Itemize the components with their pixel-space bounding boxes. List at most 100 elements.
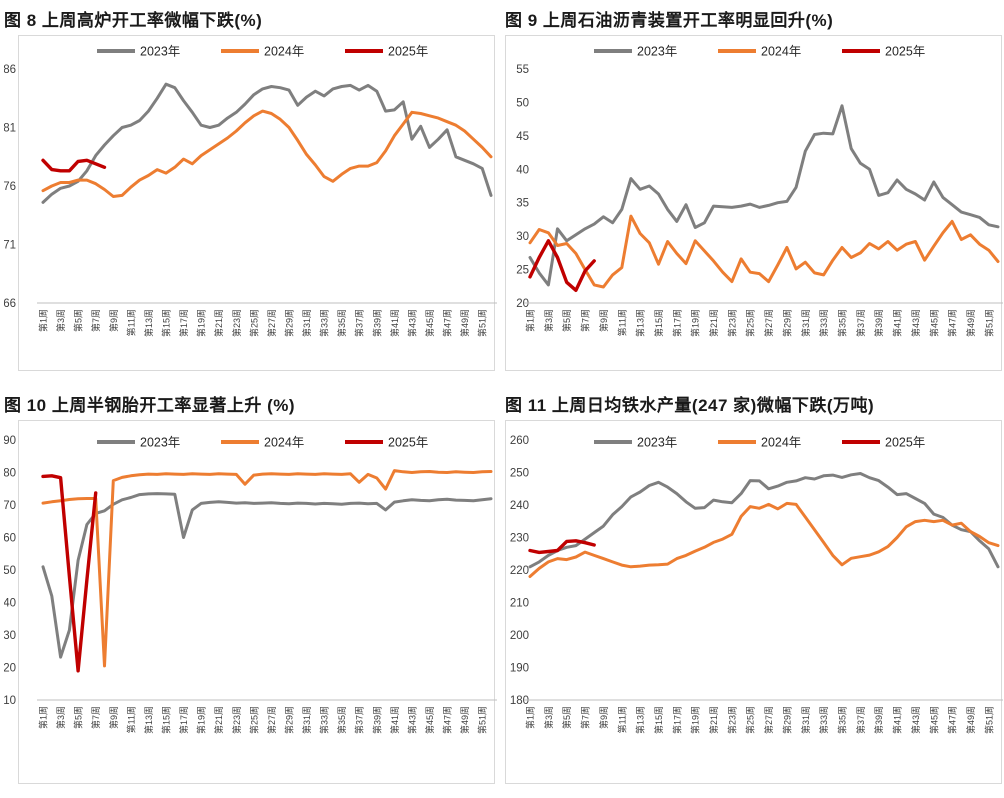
x-tick-label: 第45周: [424, 309, 435, 337]
x-tick-label: 第27周: [266, 309, 277, 337]
y-tick-label: 81: [4, 123, 16, 135]
series-line-2025年: [528, 539, 596, 555]
legend-label-2024年: 2024年: [264, 45, 304, 59]
x-tick-label: 第27周: [763, 706, 774, 734]
x-tick-label: 第11周: [616, 706, 627, 733]
x-tick-label: 第5周: [73, 706, 84, 729]
x-tick-label: 第5周: [561, 706, 572, 729]
legend-label-2023年: 2023年: [637, 436, 677, 450]
x-tick-label: 第7周: [90, 706, 101, 729]
x-tick-label: 第17周: [671, 706, 682, 734]
y-tick-label: 45: [516, 131, 529, 143]
x-tick-label: 第49周: [459, 309, 470, 337]
x-tick-label: 第11周: [616, 309, 627, 336]
x-tick-label: 第23周: [726, 309, 737, 337]
legend-label-2024年: 2024年: [761, 436, 801, 450]
x-tick-label: 第15周: [653, 706, 664, 734]
y-tick-label: 210: [510, 598, 529, 610]
x-tick-label: 第11周: [125, 309, 136, 336]
y-tick-label: 25: [516, 265, 529, 277]
x-tick-label: 第47周: [947, 706, 958, 734]
x-tick-label: 第17周: [178, 706, 189, 734]
series-line-2023年: [528, 104, 1000, 287]
panel-border: [18, 420, 495, 784]
legend-label-2024年: 2024年: [264, 436, 304, 450]
x-tick-label: 第23周: [231, 309, 242, 337]
x-tick-label: 第49周: [965, 706, 976, 734]
x-tick-label: 第31周: [800, 309, 811, 337]
figure-9-cell: 图 9 上周石油沥青装置开工率明显回升(%) 55 50 45 40 35 30 25 20 第…: [505, 4, 1004, 375]
x-tick-label: 第1周: [525, 706, 536, 729]
y-tick-label: 90: [4, 435, 16, 447]
x-tick-label: 第9周: [108, 309, 119, 332]
legend-label-2025年: 2025年: [388, 436, 428, 450]
y-tick-label: 40: [4, 598, 16, 610]
x-tick-label: 第25周: [248, 706, 259, 734]
y-tick-label: 230: [510, 533, 529, 545]
x-tick-label: 第33周: [818, 309, 829, 337]
x-tick-label: 第29周: [781, 706, 792, 734]
figure-8-chart: 86 81 76 71 66 第1周 第3周 第5周 第7周 第9周 第11周 第13周 第15周 第17…: [4, 35, 497, 371]
x-tick-label: 第49周: [965, 309, 976, 337]
x-tick-label: 第1周: [525, 309, 536, 332]
y-tick-label: 70: [4, 500, 16, 512]
y-tick-label: 50: [4, 565, 16, 577]
x-tick-label: 第27周: [266, 706, 277, 734]
x-tick-label: 第39周: [873, 309, 884, 337]
y-tick-label: 190: [510, 663, 529, 675]
figure-9-title: 图 9 上周石油沥青装置开工率明显回升(%): [505, 11, 834, 30]
panel-border: [18, 35, 495, 371]
x-tick-label: 第7周: [580, 309, 591, 332]
figure-11-cell: 图 11 上周日均铁水产量(247 家)微幅下跌(万吨) 260 250 240 23…: [505, 389, 1004, 788]
y-tick-label: 260: [510, 435, 529, 447]
x-tick-label: 第29周: [781, 309, 792, 337]
y-tick-label: 20: [516, 298, 529, 310]
legend-label-2023年: 2023年: [140, 45, 180, 59]
x-tick-label: 第25周: [745, 309, 756, 337]
x-tick-label: 第19周: [690, 706, 701, 734]
y-tick-label: 40: [516, 164, 529, 176]
x-tick-label: 第33周: [818, 706, 829, 734]
x-tick-label: 第51周: [477, 706, 488, 734]
x-tick-label: 第5周: [561, 309, 572, 332]
x-tick-label: 第47周: [442, 706, 453, 734]
series-line-2023年: [41, 492, 493, 659]
x-tick-label: 第1周: [38, 706, 49, 729]
x-tick-label: 第51周: [477, 309, 488, 337]
x-tick-label: 第5周: [73, 309, 84, 332]
x-tick-label: 第7周: [580, 706, 591, 729]
figure-8-title: 图 8 上周高炉开工率微幅下跌(%): [4, 11, 263, 30]
x-tick-label: 第21周: [213, 706, 224, 734]
y-tick-label: 55: [516, 64, 529, 76]
y-tick-label: 86: [4, 64, 16, 76]
legend-label-2023年: 2023年: [637, 45, 677, 59]
x-tick-label: 第19周: [196, 706, 207, 734]
y-tick-label: 200: [510, 630, 529, 642]
series-line-2024年: [528, 501, 1000, 578]
series-line-2023年: [41, 82, 493, 204]
figure-10-chart: 90 80 70 60 50 40 30 20 10 第1周 第3周 第5周 第7周 第9周 第11周 第13…: [4, 420, 497, 784]
x-tick-label: 第45周: [424, 706, 435, 734]
x-tick-label: 第43周: [406, 706, 417, 734]
x-tick-label: 第39周: [371, 706, 382, 734]
x-tick-label: 第45周: [928, 706, 939, 734]
x-tick-label: 第39周: [371, 309, 382, 337]
x-tick-label: 第49周: [459, 706, 470, 734]
series-line-2024年: [41, 109, 493, 198]
x-tick-label: 第33周: [319, 706, 330, 734]
x-tick-label: 第23周: [726, 706, 737, 734]
y-tick-label: 76: [4, 181, 16, 193]
y-tick-label: 240: [510, 500, 529, 512]
y-tick-label: 60: [4, 533, 16, 545]
x-tick-label: 第17周: [671, 309, 682, 337]
y-tick-label: 66: [4, 298, 16, 310]
x-tick-label: 第25周: [745, 706, 756, 734]
x-tick-label: 第19周: [690, 309, 701, 337]
series-line-2025年: [528, 239, 596, 293]
series-line-2025年: [41, 474, 98, 673]
legend-label-2024年: 2024年: [761, 45, 801, 59]
x-tick-label: 第51周: [983, 706, 994, 734]
x-tick-label: 第21周: [213, 309, 224, 337]
x-tick-label: 第13周: [635, 309, 646, 337]
